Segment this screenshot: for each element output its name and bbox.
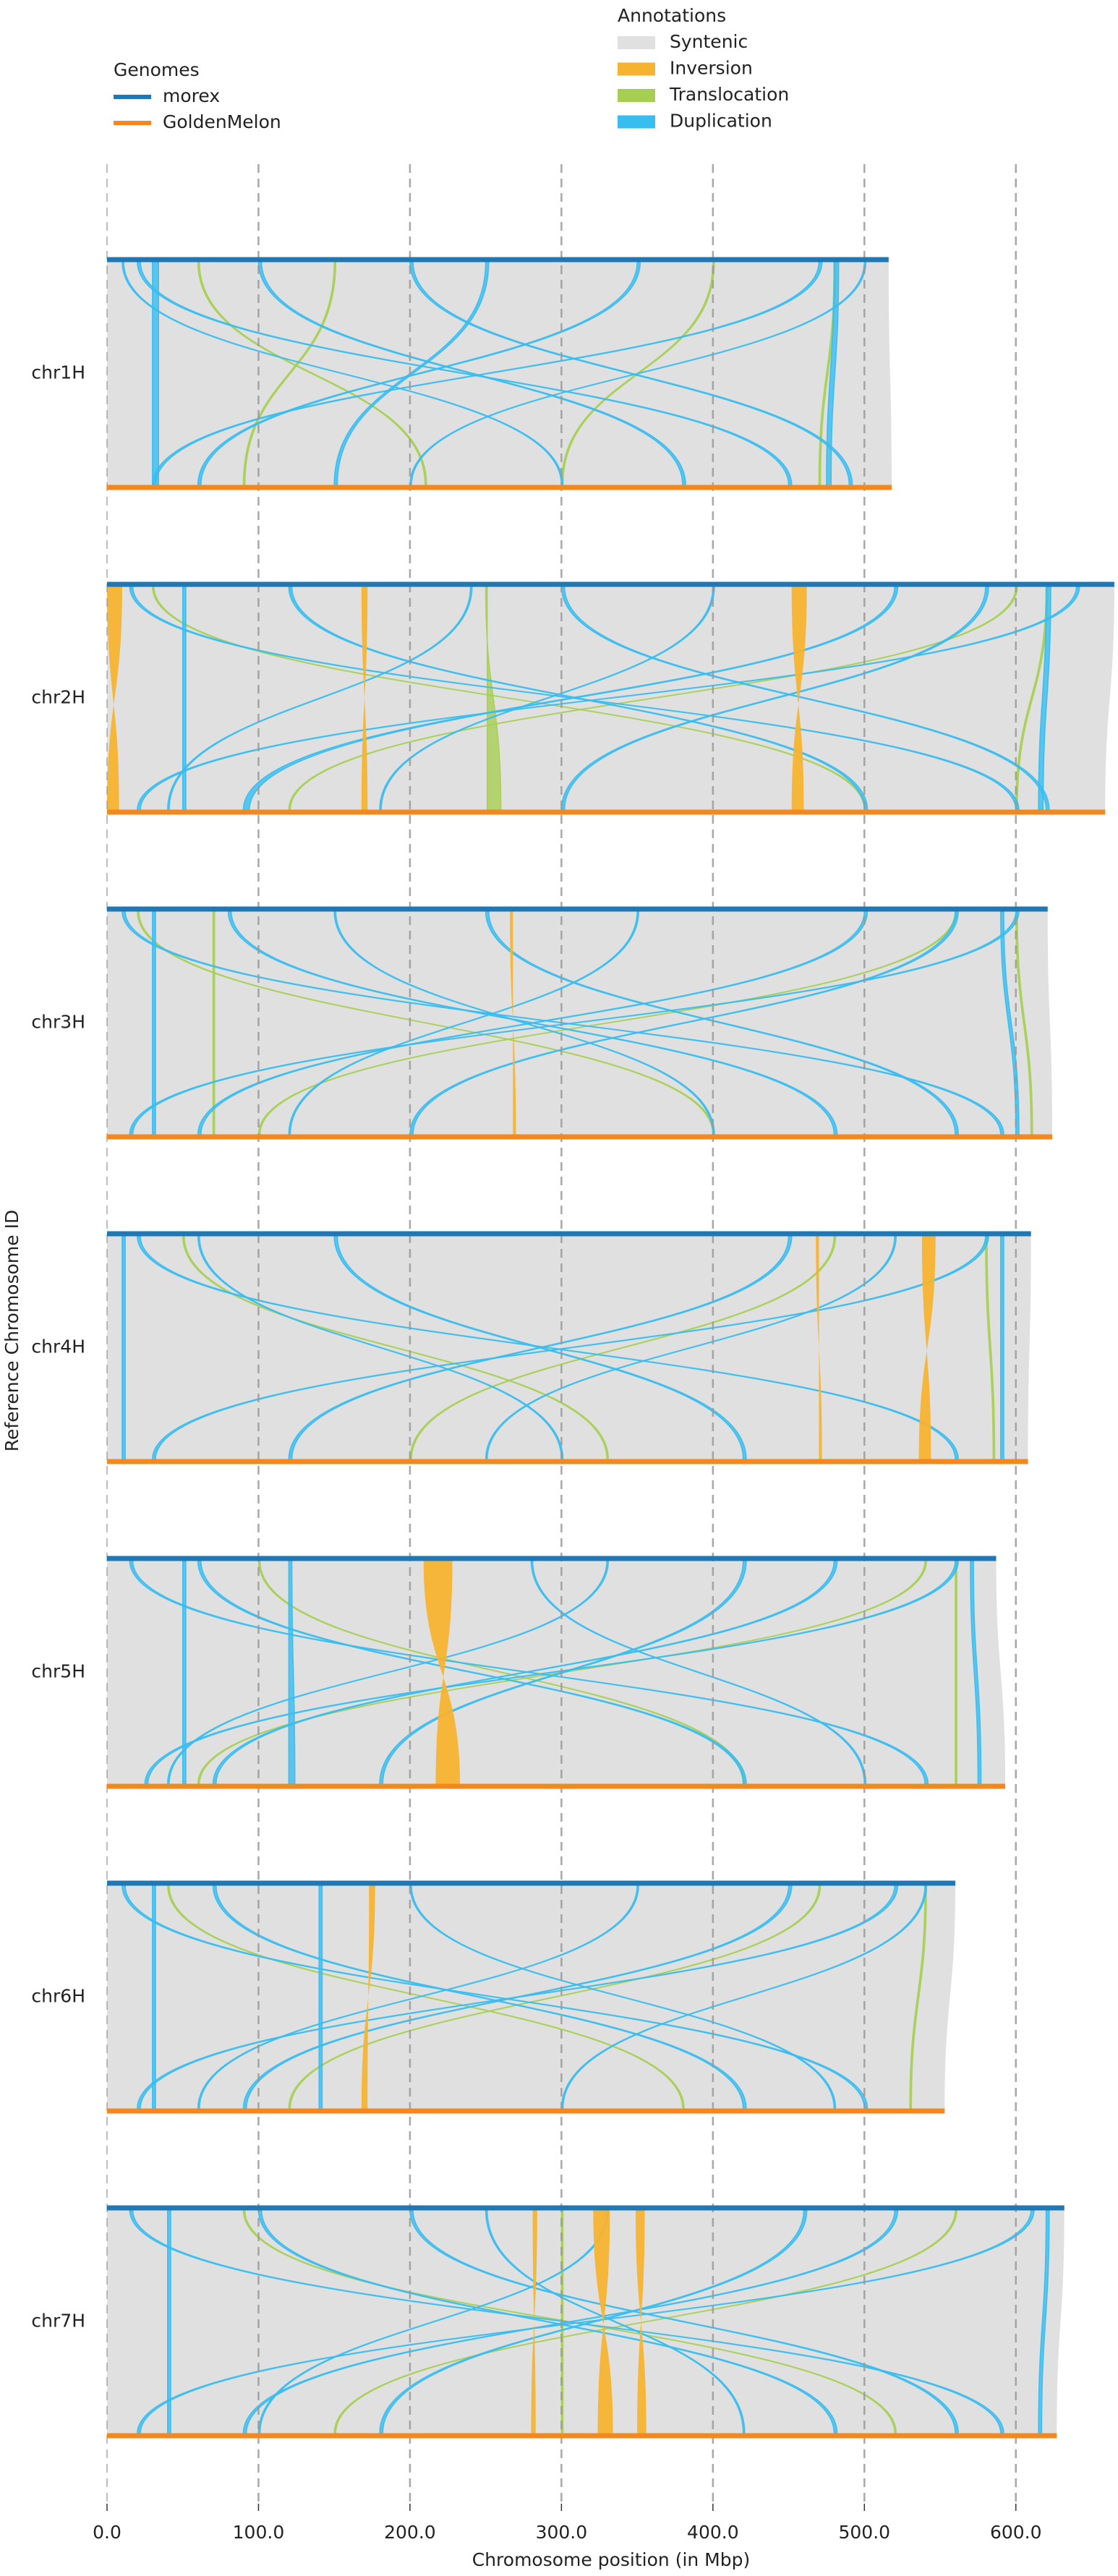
x-tick-label: 200.0 — [384, 2522, 436, 2543]
legend-swatch — [618, 36, 655, 49]
inversion-ribbon — [791, 587, 807, 810]
legend-title: Genomes — [114, 59, 200, 80]
x-tick-label: 500.0 — [839, 2522, 891, 2543]
inversion-ribbon — [361, 1885, 375, 2109]
inversion-ribbon — [107, 587, 122, 810]
legend-swatch — [618, 62, 655, 76]
inversion-ribbon — [510, 911, 516, 1135]
duplication-ribbon — [1000, 1235, 1004, 1460]
duplication-ribbon — [166, 2209, 171, 2434]
inversion-ribbon — [423, 1561, 461, 1784]
x-tick-label: 600.0 — [990, 2522, 1042, 2543]
legend-label: morex — [163, 85, 220, 106]
legend-label: GoldenMelon — [163, 111, 281, 132]
inversion-ribbon — [918, 1236, 936, 1459]
chromosome-label: chr6H — [31, 1986, 85, 2007]
x-tick-label: 400.0 — [687, 2522, 739, 2543]
translocation-ribbon — [212, 910, 216, 1135]
duplication-ribbon — [121, 1235, 126, 1460]
x-tick-label: 0.0 — [93, 2522, 121, 2543]
x-tick-label: 300.0 — [536, 2522, 588, 2543]
translocation-ribbon — [955, 1560, 957, 1785]
chromosome-label: chr1H — [31, 362, 85, 383]
x-tick-label: 100.0 — [233, 2522, 285, 2543]
chromosome-label: chr2H — [31, 687, 85, 708]
inversion-ribbon — [816, 1236, 822, 1459]
chromosome-label: chr5H — [31, 1661, 85, 1682]
syntenic-ribbon — [107, 262, 892, 485]
inversion-ribbon — [636, 2210, 647, 2434]
x-axis-label: Chromosome position (in Mbp) — [472, 2549, 751, 2570]
chromosome-label: chr7H — [31, 2311, 85, 2332]
legend-swatch — [618, 89, 655, 102]
duplication-ribbon — [152, 261, 160, 486]
chromosome-label: chr4H — [31, 1336, 85, 1357]
y-axis-label: Reference Chromosome ID — [1, 1210, 22, 1451]
duplication-ribbon — [152, 1885, 156, 2110]
duplication-ribbon — [182, 586, 187, 811]
legend-label: Translocation — [669, 84, 789, 105]
legend-title: Annotations — [618, 5, 726, 26]
alignments — [107, 261, 1114, 2434]
inversion-ribbon — [361, 587, 368, 810]
legend-label: Inversion — [670, 58, 753, 79]
legend-label: Duplication — [670, 111, 772, 132]
legend-label: Syntenic — [670, 31, 748, 52]
legend-swatch — [618, 115, 655, 129]
chromosome-label: chr3H — [31, 1012, 85, 1033]
duplication-ribbon — [318, 1885, 323, 2110]
duplication-ribbon — [152, 910, 156, 1135]
inversion-ribbon — [531, 2210, 537, 2434]
inversion-ribbon — [593, 2210, 613, 2434]
